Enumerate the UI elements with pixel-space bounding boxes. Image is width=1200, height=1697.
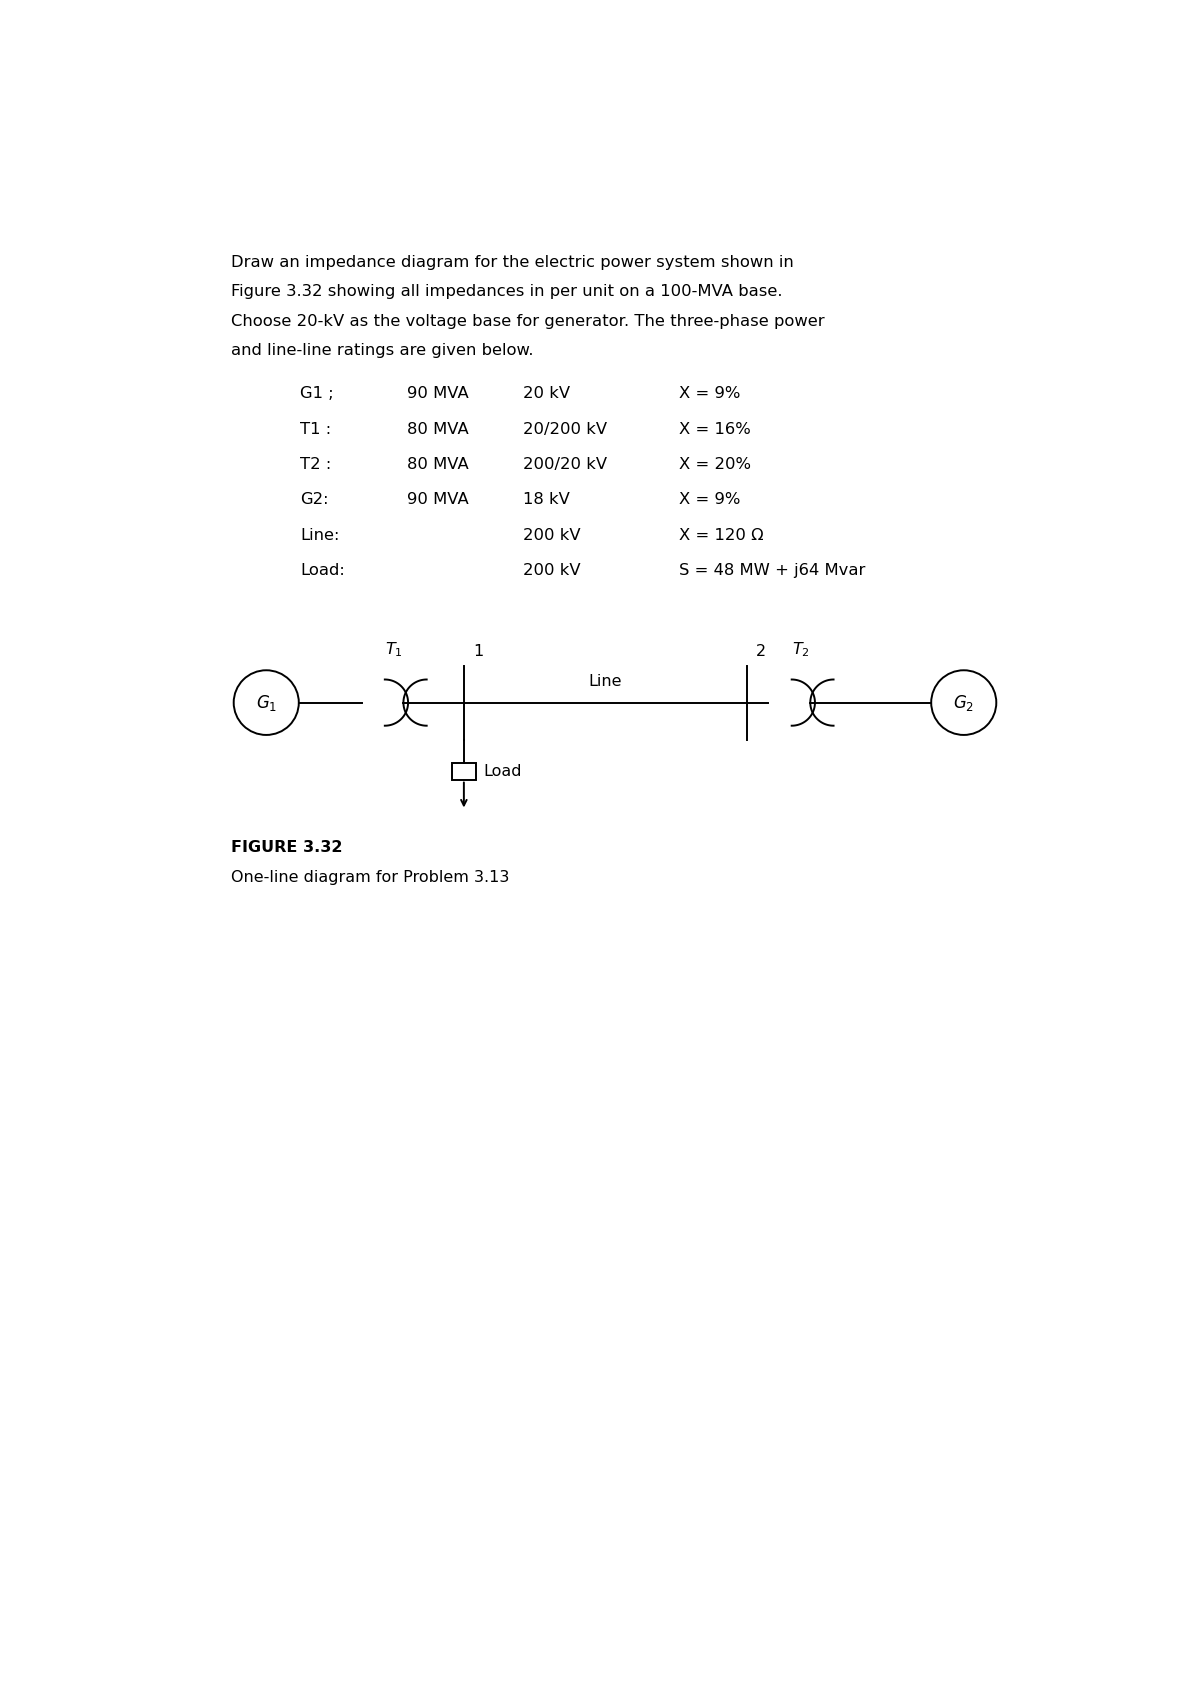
Text: $T_1$: $T_1$: [385, 641, 403, 660]
Text: T2 :: T2 :: [300, 456, 331, 472]
Text: 2: 2: [756, 645, 766, 660]
Text: Choose 20-kV as the voltage base for generator. The three-phase power: Choose 20-kV as the voltage base for gen…: [232, 314, 826, 329]
Text: 20/200 kV: 20/200 kV: [523, 421, 607, 436]
Text: Load:: Load:: [300, 563, 344, 579]
Text: T1 :: T1 :: [300, 421, 331, 436]
Text: Figure 3.32 showing all impedances in per unit on a 100-MVA base.: Figure 3.32 showing all impedances in pe…: [232, 285, 782, 299]
Text: 80 MVA: 80 MVA: [407, 421, 468, 436]
Text: $G_1$: $G_1$: [256, 692, 277, 713]
Text: X = 120 Ω: X = 120 Ω: [679, 528, 764, 543]
Text: X = 20%: X = 20%: [679, 456, 751, 472]
Text: S = 48 MW + j64 Mvar: S = 48 MW + j64 Mvar: [679, 563, 865, 579]
Bar: [452, 762, 475, 779]
Text: Load: Load: [484, 764, 522, 779]
Text: FIGURE 3.32: FIGURE 3.32: [232, 840, 343, 855]
Text: 90 MVA: 90 MVA: [407, 387, 468, 400]
Text: 200 kV: 200 kV: [523, 563, 581, 579]
Text: Draw an impedance diagram for the electric power system shown in: Draw an impedance diagram for the electr…: [232, 255, 794, 270]
Text: 80 MVA: 80 MVA: [407, 456, 468, 472]
Text: X = 9%: X = 9%: [679, 387, 740, 400]
Text: X = 16%: X = 16%: [679, 421, 751, 436]
Text: $T_2$: $T_2$: [792, 641, 810, 660]
Text: Line:: Line:: [300, 528, 340, 543]
Text: 18 kV: 18 kV: [523, 492, 570, 507]
Text: and line-line ratings are given below.: and line-line ratings are given below.: [232, 343, 534, 358]
Text: Line: Line: [588, 674, 622, 689]
Text: 90 MVA: 90 MVA: [407, 492, 468, 507]
Text: G1 ;: G1 ;: [300, 387, 334, 400]
Text: 200/20 kV: 200/20 kV: [523, 456, 607, 472]
Text: 200 kV: 200 kV: [523, 528, 581, 543]
Text: $G_2$: $G_2$: [953, 692, 974, 713]
Text: G2:: G2:: [300, 492, 329, 507]
Text: X = 9%: X = 9%: [679, 492, 740, 507]
Text: 20 kV: 20 kV: [523, 387, 570, 400]
Text: 1: 1: [473, 645, 484, 660]
Text: One-line diagram for Problem 3.13: One-line diagram for Problem 3.13: [232, 871, 510, 886]
